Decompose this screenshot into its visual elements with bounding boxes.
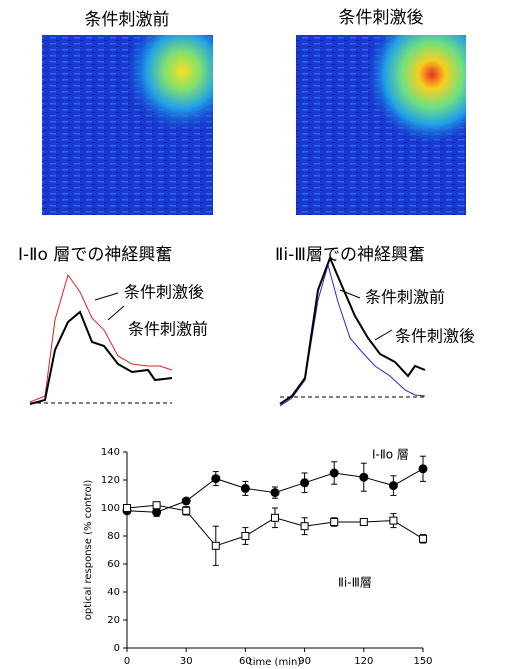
x-tick-label: 0: [124, 656, 130, 667]
pointer: [340, 290, 360, 298]
heatmap-title: 条件刺激前: [85, 10, 170, 30]
y-tick-label: 60: [107, 559, 120, 570]
marker: [390, 517, 397, 524]
trace-title: Ⅱi-Ⅲ層での神経興奮: [275, 245, 425, 265]
pointer: [375, 330, 392, 340]
y-tick-label: 120: [101, 475, 120, 486]
figure: 条件刺激前 条件刺激後 Ⅰ-Ⅱo 層での神経興奮 Ⅱi-Ⅲ層での神経興奮 条件刺…: [0, 0, 522, 669]
marker: [183, 507, 190, 514]
marker: [420, 535, 427, 542]
heatmap-activity: [42, 35, 213, 215]
y-tick-label: 40: [107, 587, 120, 598]
trace-label: 条件刺激後: [124, 283, 204, 302]
series-label: Ⅰ-Ⅱo 層: [372, 448, 409, 462]
y-tick-label: 0: [114, 643, 120, 654]
marker: [182, 497, 190, 505]
x-tick-label: 30: [180, 656, 193, 667]
x-tick-label: 150: [413, 656, 432, 667]
trace-label: 条件刺激後: [395, 327, 475, 346]
marker: [212, 475, 220, 483]
x-tick-label: 90: [298, 656, 311, 667]
pointer: [108, 306, 124, 320]
x-tick-label: 60: [239, 656, 252, 667]
marker: [272, 514, 279, 521]
marker: [271, 489, 279, 497]
marker: [212, 542, 219, 549]
x-axis-label: time (min): [249, 657, 302, 668]
trace-label: 条件刺激前: [365, 288, 445, 307]
marker: [330, 469, 338, 477]
trace-title: Ⅰ-Ⅱo 層での神経興奮: [18, 245, 172, 265]
marker: [242, 533, 249, 540]
pointer: [95, 293, 118, 300]
x-tick-label: 120: [354, 656, 373, 667]
marker: [360, 473, 368, 481]
heatmap-activity: [296, 35, 466, 215]
marker: [153, 508, 161, 516]
heatmap-title: 条件刺激後: [339, 8, 424, 28]
marker: [301, 479, 309, 487]
y-tick-label: 100: [101, 503, 120, 514]
marker: [153, 502, 160, 509]
marker: [419, 465, 427, 473]
marker: [301, 523, 308, 530]
y-tick-label: 20: [107, 615, 120, 626]
series-label: Ⅱi-Ⅲ層: [338, 576, 372, 590]
marker: [331, 519, 338, 526]
marker: [360, 519, 367, 526]
marker: [124, 505, 131, 512]
y-axis-label: optical response (% control): [83, 480, 94, 621]
y-tick-label: 140: [101, 447, 120, 458]
y-tick-label: 80: [107, 531, 120, 542]
marker: [389, 482, 397, 490]
marker: [241, 484, 249, 492]
trace-label: 条件刺激前: [128, 320, 208, 339]
